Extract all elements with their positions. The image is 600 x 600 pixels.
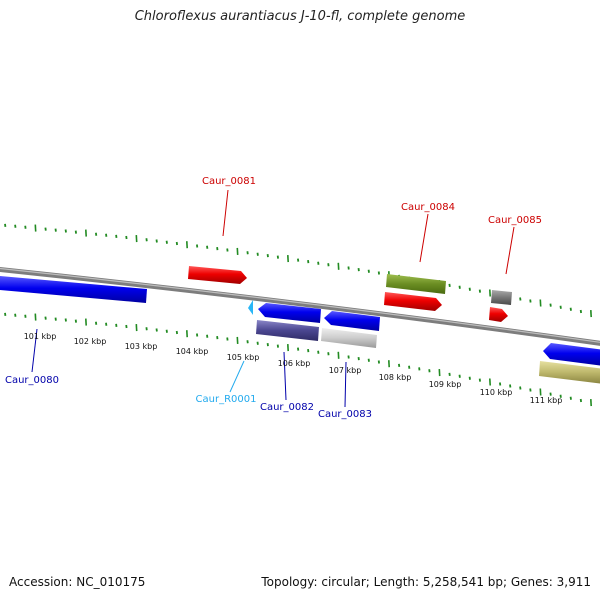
gene-caur-0082-navy-block[interactable] [256,320,319,341]
scale-label-104: 104 kbp [176,347,209,356]
gene-label-caur-0082[interactable]: Caur_0082 [260,402,314,413]
gene-label-caur-r0001[interactable]: Caur_R0001 [196,394,257,405]
gene-caur-0085-gray-block[interactable] [491,290,512,305]
scale-label-110: 110 kbp [480,388,513,397]
callout-line-caur-0084 [419,213,429,263]
gene-caur-0084-red-arrow[interactable] [384,292,442,311]
scale-ring-outer [4,223,592,318]
gene-caur-0080-arrow[interactable] [0,276,147,303]
callout-line-caur-0081 [222,189,229,237]
callout-line-caur-0085 [505,226,515,275]
gene-caur-r0001-marker[interactable] [248,300,253,315]
gene-label-caur-0081[interactable]: Caur_0081 [202,176,256,187]
genome-summary-text: Topology: circular; Length: 5,258,541 bp… [261,575,591,589]
callout-line-caur-0082 [283,351,287,401]
gene-right-khaki-block[interactable] [539,361,600,384]
accession-text: Accession: NC_010175 [9,575,146,589]
callout-line-caur-0080 [31,328,38,373]
gene-caur-0082-arrow[interactable] [258,303,321,323]
gene-caur-0084-arrow[interactable] [386,274,446,294]
callout-line-caur-r0001 [229,360,245,393]
callout-line-caur-0083 [344,361,347,408]
scale-label-102: 102 kbp [74,337,107,346]
gene-caur-0083-lightgray-block[interactable] [321,328,377,348]
genome-backbone [0,267,600,346]
gene-caur-0083-arrow[interactable] [324,311,380,331]
scale-label-111: 111 kbp [530,396,563,405]
scale-label-107: 107 kbp [329,366,362,375]
gene-right-blue-arrow[interactable] [543,343,600,366]
map-title: Chloroflexus aurantiacus J-10-fl, comple… [134,9,466,24]
gene-label-caur-0084[interactable]: Caur_0084 [401,202,455,213]
gene-caur-0081-arrow[interactable] [188,266,247,284]
gene-label-caur-0080[interactable]: Caur_0080 [5,375,59,386]
gene-label-caur-0085[interactable]: Caur_0085 [488,215,542,226]
gene-caur-0085-red-arrow[interactable] [489,307,508,322]
gene-label-caur-0083[interactable]: Caur_0083 [318,409,372,420]
scale-label-101: 101 kbp [24,332,57,341]
scale-label-103: 103 kbp [125,342,158,351]
scale-label-108: 108 kbp [379,373,412,382]
scale-label-106: 106 kbp [278,359,311,368]
scale-label-105: 105 kbp [227,353,260,362]
scale-ring-inner [4,312,592,407]
scale-label-109: 109 kbp [429,380,462,389]
